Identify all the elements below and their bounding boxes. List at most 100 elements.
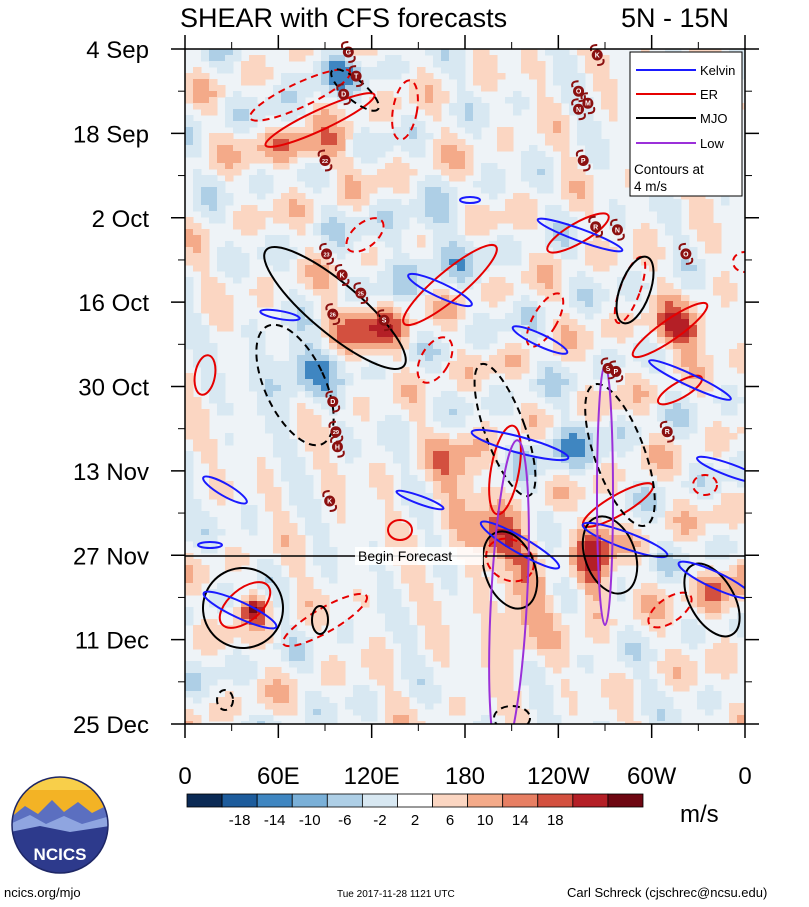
heatmap-cell (297, 499, 306, 506)
heatmap-cell (529, 613, 538, 620)
heatmap-cell (393, 427, 402, 434)
heatmap-cell (201, 331, 210, 338)
heatmap-cell (385, 541, 394, 548)
heatmap-cell (617, 205, 626, 212)
heatmap-cell (553, 73, 562, 80)
heatmap-cell (297, 505, 306, 512)
heatmap-cell (321, 319, 330, 326)
wave-contour (216, 689, 234, 711)
heatmap-cell (369, 157, 378, 164)
heatmap-cell (497, 127, 506, 134)
heatmap-cell (697, 481, 706, 488)
heatmap-cell (313, 709, 322, 716)
heatmap-cell (409, 355, 418, 362)
wave-contour (511, 325, 569, 355)
heatmap-cell (553, 79, 562, 86)
heatmap-cell (193, 67, 202, 74)
heatmap-cell (289, 457, 298, 464)
heatmap-cell (457, 697, 466, 704)
heatmap-cell (585, 331, 594, 338)
heatmap-cell (505, 409, 514, 416)
heatmap-cell (321, 325, 330, 332)
heatmap-cell (441, 469, 450, 476)
heatmap-cell (585, 127, 594, 134)
heatmap-cell (233, 127, 242, 134)
heatmap-cell (313, 277, 322, 284)
heatmap-cell (713, 583, 722, 590)
heatmap-cell (545, 703, 554, 710)
heatmap-cell (417, 79, 426, 86)
heatmap-cell (577, 397, 586, 404)
heatmap-cell (353, 349, 362, 356)
heatmap-cell (321, 115, 330, 122)
heatmap-cell (641, 379, 650, 386)
heatmap-cell (385, 721, 394, 724)
heatmap-cell (377, 337, 386, 344)
heatmap-cell (201, 373, 210, 380)
heatmap-cell (377, 343, 386, 350)
heatmap-cell (545, 157, 554, 164)
heatmap-cell (657, 625, 666, 632)
heatmap-cell (609, 421, 618, 428)
heatmap-cell (681, 409, 690, 416)
heatmap-cell (217, 667, 226, 674)
heatmap-cell (217, 631, 226, 638)
heatmap-cell (201, 109, 210, 116)
heatmap-cell (505, 697, 514, 704)
heatmap-cell (505, 631, 514, 638)
heatmap-cell (689, 625, 698, 632)
heatmap-cell (217, 61, 226, 68)
heatmap-cell (313, 721, 322, 724)
heatmap-cell (673, 199, 682, 206)
heatmap-cell (497, 253, 506, 260)
heatmap-cell (257, 157, 266, 164)
heatmap-cell (425, 457, 434, 464)
heatmap-cell (353, 343, 362, 350)
heatmap-cell (481, 247, 490, 254)
heatmap-cell (577, 535, 586, 542)
heatmap-cell (593, 619, 602, 626)
heatmap-cell (433, 115, 442, 122)
heatmap-cell (417, 91, 426, 98)
heatmap-cell (633, 595, 642, 602)
heatmap-cell (185, 343, 194, 350)
heatmap-cell (401, 133, 410, 140)
heatmap-cell (705, 235, 714, 242)
heatmap-cell (457, 73, 466, 80)
heatmap-cell (481, 217, 490, 224)
heatmap-cell (305, 355, 314, 362)
heatmap-cell (313, 367, 322, 374)
heatmap-cell (217, 673, 226, 680)
heatmap-cell (705, 589, 714, 596)
heatmap-cell (409, 403, 418, 410)
heatmap-cell (185, 133, 194, 140)
heatmap-cell (289, 565, 298, 572)
heatmap-cell (409, 655, 418, 662)
heatmap-cell (545, 547, 554, 554)
heatmap-cell (729, 703, 738, 710)
heatmap-cell (481, 211, 490, 218)
heatmap-cell (585, 253, 594, 260)
heatmap-cell (537, 367, 546, 374)
heatmap-cell (337, 139, 346, 146)
heatmap-cell (665, 337, 674, 344)
heatmap-cell (457, 271, 466, 278)
heatmap-cell (313, 463, 322, 470)
heatmap-cell (321, 211, 330, 218)
heatmap-cell (505, 673, 514, 680)
heatmap-cell (353, 283, 362, 290)
heatmap-cell (289, 109, 298, 116)
heatmap-cell (433, 397, 442, 404)
heatmap-cell (425, 217, 434, 224)
heatmap-cell (473, 49, 482, 56)
heatmap-cell (441, 409, 450, 416)
heatmap-cell (545, 499, 554, 506)
heatmap-cell (721, 301, 730, 308)
heatmap-cell (665, 649, 674, 656)
heatmap-cell (329, 709, 338, 716)
heatmap-cell (721, 271, 730, 278)
heatmap-cell (257, 109, 266, 116)
heatmap-cell (233, 265, 242, 272)
heatmap-cell (233, 247, 242, 254)
heatmap-cell (481, 493, 490, 500)
